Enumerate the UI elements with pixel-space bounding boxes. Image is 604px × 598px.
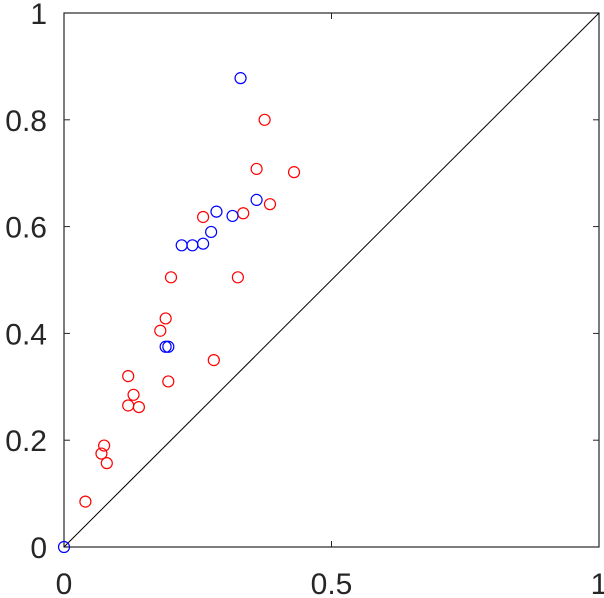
data-point — [258, 113, 271, 126]
data-point — [79, 495, 92, 508]
data-point — [237, 207, 250, 220]
data-point — [287, 166, 301, 179]
x-tick-label: 0 — [56, 568, 73, 598]
data-point — [159, 312, 172, 325]
identity-line — [63, 12, 600, 548]
tick-labels: 0 0.5 1 0 0.2 0.4 0.6 0.8 1 — [5, 0, 604, 598]
data-point — [250, 162, 263, 176]
data-point — [186, 239, 199, 252]
data-point — [231, 271, 244, 284]
y-tick-label: 0.6 — [5, 212, 47, 245]
data-point — [100, 457, 113, 470]
data-point — [154, 324, 167, 337]
data-point — [162, 340, 175, 353]
y-tick-label: 1 — [30, 0, 47, 31]
data-point — [164, 271, 178, 284]
x-tick-label: 1 — [591, 568, 604, 598]
series-0 — [79, 113, 301, 508]
y-tick-label: 0 — [30, 532, 47, 565]
data-point — [57, 540, 71, 554]
data-point — [205, 225, 218, 239]
data-point — [98, 439, 111, 452]
x-tick-label: 0.5 — [311, 568, 353, 598]
data-point — [197, 237, 210, 250]
data-points — [57, 72, 301, 554]
data-point — [127, 388, 140, 401]
data-point — [159, 340, 172, 353]
data-point — [132, 400, 145, 414]
y-tick-label: 0.8 — [5, 105, 47, 138]
data-point — [95, 447, 108, 460]
y-tick-label: 0.4 — [5, 318, 47, 351]
data-point — [122, 370, 135, 383]
data-point — [175, 239, 188, 252]
data-point — [263, 198, 277, 211]
series-1 — [57, 72, 263, 554]
axes — [63, 12, 600, 548]
y-tick-label: 0.2 — [5, 425, 47, 458]
data-point — [234, 72, 247, 85]
data-point — [162, 375, 175, 388]
data-point — [122, 399, 135, 412]
data-point — [250, 193, 263, 206]
data-point — [197, 210, 210, 224]
data-point — [210, 205, 223, 218]
data-point — [226, 209, 239, 223]
data-point — [207, 354, 220, 367]
reference-line-group — [63, 12, 600, 548]
